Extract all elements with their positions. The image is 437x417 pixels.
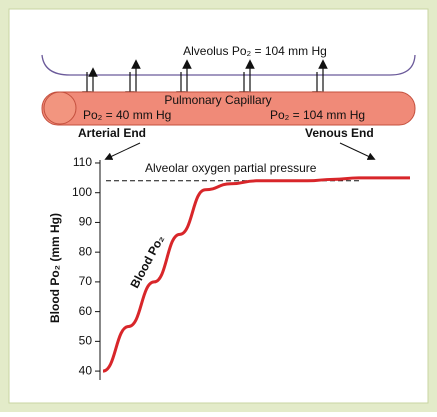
alveolus-label: Alveolus Po₂ = 104 mm Hg bbox=[183, 44, 327, 58]
y-tick-label: 90 bbox=[79, 215, 93, 229]
y-tick-label: 40 bbox=[79, 363, 93, 377]
y-tick-label: 80 bbox=[79, 244, 93, 258]
venous-po2: Po₂ = 104 mm Hg bbox=[270, 108, 365, 122]
y-axis-label: Blood Po₂ (mm Hg) bbox=[48, 213, 62, 323]
y-tick-label: 50 bbox=[79, 334, 93, 348]
alveolus-membrane bbox=[41, 54, 416, 76]
y-tick-label: 60 bbox=[79, 304, 93, 318]
panel bbox=[8, 8, 429, 404]
venous-end: Venous End bbox=[305, 126, 374, 140]
y-tick-label: 100 bbox=[72, 185, 92, 199]
capillary bbox=[41, 91, 416, 126]
arterial-po2: Po₂ = 40 mm Hg bbox=[83, 108, 171, 122]
arrow bbox=[104, 142, 141, 160]
arrow bbox=[339, 142, 376, 160]
y-tick-label: 110 bbox=[73, 155, 92, 169]
y-tick-label: 70 bbox=[79, 274, 93, 288]
capillary-label: Pulmonary Capillary bbox=[164, 93, 271, 107]
po2-line bbox=[102, 176, 410, 373]
red-cell bbox=[43, 91, 77, 125]
annotation: Alveolar oxygen partial pressure bbox=[145, 161, 317, 175]
arterial-end: Arterial End bbox=[78, 126, 146, 140]
